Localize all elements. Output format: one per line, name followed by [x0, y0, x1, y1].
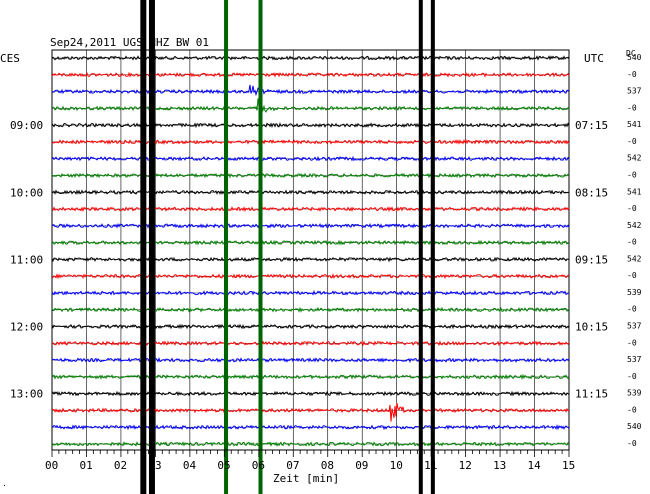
x-tick-label: 09	[355, 459, 368, 472]
x-tick-label: 13	[493, 459, 506, 472]
dc-value: -0	[627, 70, 637, 79]
chart-title: Sep24,2011 UGS HHZ BW 01	[50, 36, 209, 49]
trace-line	[51, 205, 570, 213]
dc-value: 540	[627, 422, 642, 431]
dc-value: -0	[627, 103, 637, 112]
trace-line	[51, 189, 570, 196]
right-hour-label: 11:15	[575, 388, 608, 401]
x-tick-label: 14	[528, 459, 542, 472]
x-tick-label: 11	[424, 459, 437, 472]
x-tick-label: 05	[217, 459, 230, 472]
trace-line	[51, 356, 570, 364]
trace-line	[51, 84, 570, 97]
right-timezone-label: UTC	[584, 52, 604, 65]
dc-value: 542	[627, 254, 642, 263]
dc-value: 537	[627, 355, 642, 364]
x-tick-label: 12	[459, 459, 472, 472]
x-tick-label: 10	[390, 459, 403, 472]
dc-value: -0	[627, 338, 637, 347]
left-hour-label: 12:00	[10, 321, 43, 334]
title-background	[52, 37, 137, 49]
x-tick-label: 00	[45, 459, 58, 472]
trace-line	[51, 424, 570, 431]
trace-line	[51, 239, 570, 246]
dc-value: -0	[627, 170, 637, 179]
dc-value: -0	[627, 204, 637, 213]
trace-line	[51, 222, 570, 229]
trace-line	[51, 273, 569, 280]
trace-line	[51, 323, 570, 330]
dc-value: 539	[627, 288, 642, 297]
left-hour-label: 11:00	[10, 253, 43, 266]
dc-value: -0	[627, 137, 637, 146]
dc-value: 542	[627, 154, 642, 163]
left-hour-label: 10:00	[10, 186, 43, 199]
dc-value: 537	[627, 87, 642, 96]
dc-value: 539	[627, 389, 642, 398]
x-tick-label: 08	[321, 459, 334, 472]
x-tick-label: 06	[252, 459, 265, 472]
left-timezone-label: CES	[0, 52, 20, 65]
x-tick-label: 01	[79, 459, 92, 472]
right-hour-label: 10:15	[575, 321, 608, 334]
trace-group	[51, 55, 570, 447]
dc-value: -0	[627, 439, 637, 448]
trace-line	[51, 256, 570, 263]
dc-value: 542	[627, 221, 642, 230]
dc-value: 537	[627, 322, 642, 331]
vertical-marker-group	[140, 0, 435, 494]
dc-value: 541	[627, 120, 642, 129]
label-group: 00 01 02 03 04 05 06 07 08 09 10 11 12 13 14 15 09:00 10:…	[10, 53, 642, 472]
x-axis-label: Zeit [min]	[273, 472, 339, 485]
trace-line	[51, 55, 570, 61]
left-hour-label: 09:00	[10, 119, 43, 132]
right-hour-label: 07:15	[575, 119, 608, 132]
dc-value: 540	[627, 53, 642, 62]
trace-line	[51, 373, 570, 381]
dc-value: -0	[627, 405, 637, 414]
x-tick-label: 03	[148, 459, 161, 472]
dc-value: 541	[627, 187, 642, 196]
x-axis	[51, 449, 570, 457]
trace-line	[51, 390, 570, 397]
trace-line	[51, 155, 570, 162]
right-hour-label: 09:15	[575, 253, 608, 266]
x-tick-label: 04	[183, 459, 197, 472]
right-hour-label: 08:15	[575, 186, 608, 199]
trace-line	[52, 98, 570, 116]
dc-value: -0	[627, 305, 637, 314]
trace-line	[51, 306, 570, 313]
dc-header: DC	[626, 49, 636, 58]
dc-value: -0	[627, 238, 637, 247]
dc-value: -0	[627, 372, 637, 381]
trace-line	[51, 340, 570, 347]
x-tick-label: 15	[562, 459, 575, 472]
x-tick-label: 07	[286, 459, 299, 472]
x-tick-label: 02	[114, 459, 127, 472]
dc-value: -0	[627, 271, 637, 280]
trace-line	[51, 71, 570, 78]
trace-line	[51, 441, 570, 447]
trace-line	[51, 138, 570, 145]
trace-line	[51, 403, 570, 422]
svg-text:.: .	[2, 479, 7, 488]
trace-line	[51, 122, 570, 129]
trace-line	[51, 289, 570, 296]
left-hour-label: 13:00	[10, 388, 43, 401]
trace-line	[51, 172, 570, 179]
